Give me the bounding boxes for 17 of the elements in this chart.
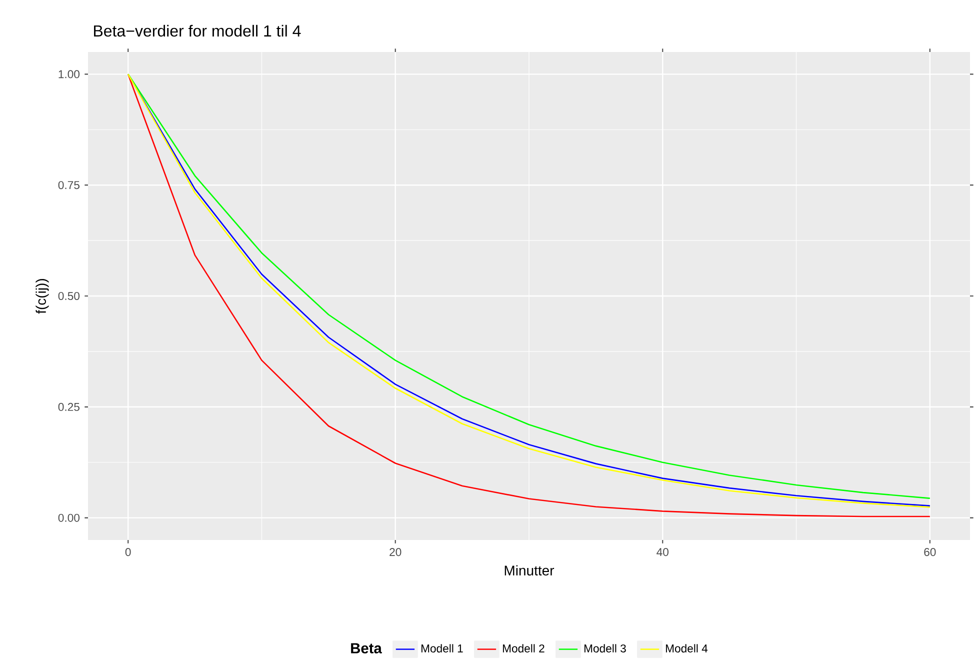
y-tick-label: 0.75	[58, 181, 80, 190]
y-tick-label: 0.50	[58, 292, 80, 300]
x-tick-label: 40	[656, 548, 668, 556]
x-tick-label: 60	[924, 548, 936, 556]
legend-label: Modell 1	[421, 644, 463, 652]
y-tick-label: 0.25	[58, 402, 80, 411]
legend-label: Modell 4	[666, 644, 708, 652]
x-tick-label: 20	[390, 548, 402, 556]
legend-label: Modell 3	[584, 644, 626, 652]
legend-label: Modell 2	[502, 644, 544, 652]
y-axis-title: f(c(ij))	[36, 279, 49, 314]
x-tick-label: 0	[125, 548, 131, 556]
x-axis-title: Minutter	[504, 565, 554, 576]
chart-title: Beta−verdier for modell 1 til 4	[94, 24, 301, 37]
y-tick-label: 0.00	[58, 514, 80, 522]
legend-title: Beta	[351, 643, 382, 654]
y-tick-label: 1.00	[58, 70, 80, 78]
